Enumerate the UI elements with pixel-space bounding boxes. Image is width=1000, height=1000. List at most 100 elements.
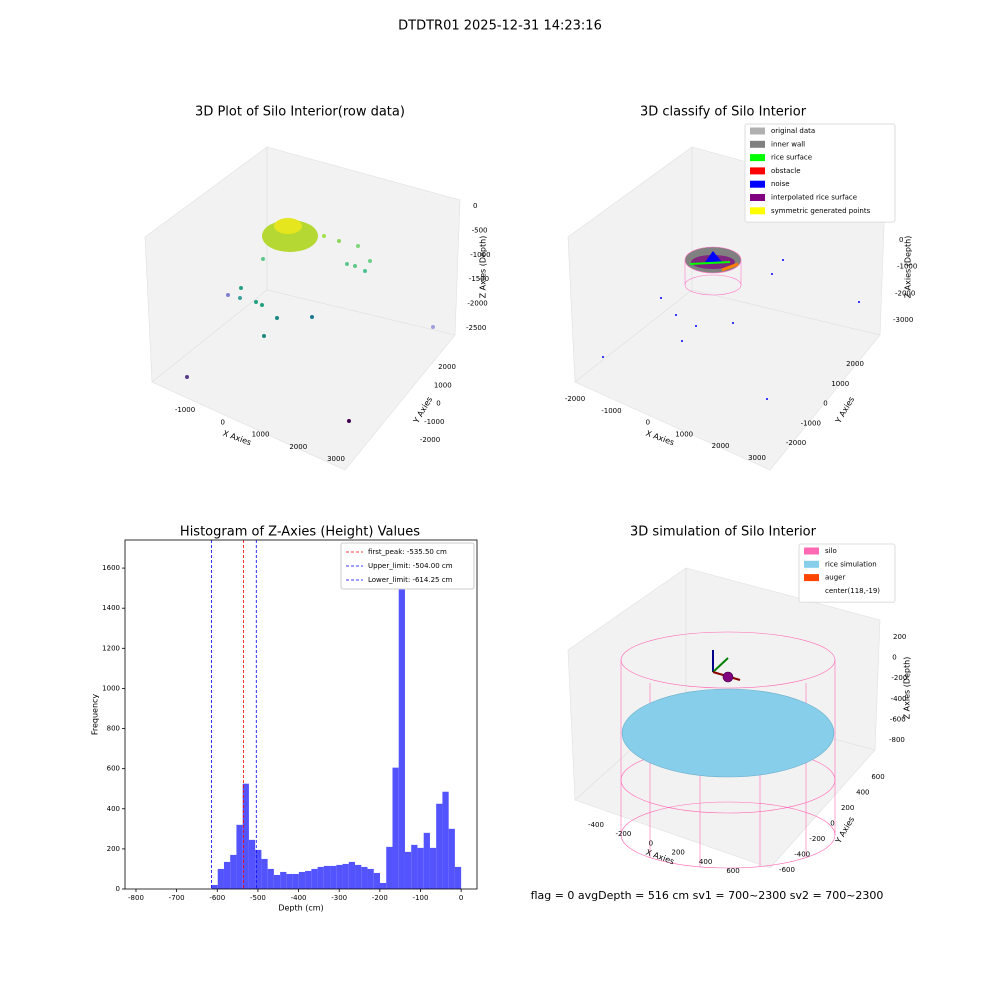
bar <box>261 858 268 889</box>
z-tick-label: -200 <box>891 674 907 682</box>
y-tick-label: 1000 <box>831 380 849 388</box>
x-axis-label: X Axies <box>222 429 253 448</box>
y-tick-label: 800 <box>107 725 120 733</box>
bar <box>286 873 293 889</box>
bar <box>398 560 405 889</box>
x-tick-label: 3000 <box>327 455 345 463</box>
chart-title: 3D simulation of Silo Interior <box>630 525 817 540</box>
z-tick-label: 0 <box>473 202 477 210</box>
bar <box>323 865 331 889</box>
y-tick-label: 200 <box>107 845 120 853</box>
z-tick-label: 200 <box>893 633 906 641</box>
bar <box>423 832 430 889</box>
x-tick-label: -800 <box>128 894 144 902</box>
legend-box <box>798 543 896 603</box>
y-tick-label: -1000 <box>801 419 821 427</box>
bar <box>330 865 337 889</box>
z-tick-label: -500 <box>472 226 488 234</box>
bar <box>417 847 424 889</box>
x-tick-label: 2000 <box>289 443 307 451</box>
bar <box>404 851 412 889</box>
chart-title: 3D classify of Silo Interior <box>640 105 807 120</box>
y-tick-label: 0 <box>830 820 834 828</box>
x-tick-label: 1000 <box>675 430 693 438</box>
bar <box>255 849 262 889</box>
legend-label: silo <box>825 547 837 555</box>
bar <box>448 828 455 889</box>
x-tick-label: -200 <box>372 894 388 902</box>
bar <box>436 803 443 889</box>
x-tick-label: 0 <box>221 418 225 426</box>
legend-label: inner wall <box>771 140 805 148</box>
bar <box>292 873 299 889</box>
x-tick-label: -1000 <box>601 407 621 415</box>
bar <box>386 846 393 889</box>
bar <box>429 847 437 889</box>
y-axis-label: Y Axies <box>833 815 856 845</box>
legend-swatch <box>750 180 765 188</box>
legend-label: interpolated rice surface <box>771 194 857 202</box>
x-tick-label: -400 <box>588 821 604 829</box>
legend-label: rice simulation <box>825 560 877 568</box>
classified-cloud <box>602 246 860 400</box>
bar <box>348 861 356 889</box>
bar <box>248 839 256 889</box>
y-tick-label: 1000 <box>434 381 452 389</box>
y-tick-label: 600 <box>107 765 120 773</box>
y-tick-label: -600 <box>779 866 795 874</box>
bar <box>355 864 362 889</box>
legend-swatch <box>804 574 819 582</box>
z-tick-label: -3000 <box>893 316 913 324</box>
legend-label: first_peak: -535.50 cm <box>368 548 447 556</box>
x-tick-label: -400 <box>291 894 307 902</box>
z-tick-label: -1000 <box>897 263 917 271</box>
x-tick-label: -600 <box>209 894 225 902</box>
x-tick-label: -1000 <box>175 406 195 414</box>
z-tick-label: -1000 <box>470 251 490 259</box>
x-tick-label: -100 <box>413 894 429 902</box>
silo-simulation <box>620 631 836 869</box>
x-tick-label: -700 <box>169 894 185 902</box>
x-tick-label: 400 <box>699 858 712 866</box>
bar <box>242 783 249 889</box>
x-tick-label: 600 <box>726 867 739 875</box>
y-tick-label: 400 <box>107 805 120 813</box>
bar <box>230 854 237 889</box>
legend-swatch <box>750 154 765 162</box>
legend-swatch <box>804 547 819 555</box>
chart-title: 3D Plot of Silo Interior(row data) <box>195 105 405 120</box>
z-tick-label: -2500 <box>466 324 486 332</box>
legend-label: rice surface <box>771 154 812 162</box>
x-tick-label: -300 <box>331 894 347 902</box>
z-tick-label: -400 <box>891 695 907 703</box>
bar <box>217 868 224 889</box>
y-axis-label: Frequency <box>91 694 100 736</box>
z-axis-label: Z Axies (Depth) <box>904 236 913 299</box>
legend-label: noise <box>771 180 790 188</box>
legend-swatch <box>750 140 765 148</box>
plot-frame <box>124 539 478 890</box>
legend-label: Lower_limit: -614.25 cm <box>368 576 453 584</box>
z-tick-label: -800 <box>889 736 905 744</box>
x-tick-label: 1000 <box>252 431 270 439</box>
x-tick-label: -500 <box>250 894 266 902</box>
legend-label: symmetric generated points <box>771 207 871 215</box>
bar <box>223 861 231 889</box>
bar <box>305 870 312 889</box>
y-tick-label: -2000 <box>420 436 440 444</box>
legend-swatch <box>750 194 765 201</box>
x-axis-label: X Axies <box>645 429 676 448</box>
chart-title: Histogram of Z-Axies (Height) Values <box>180 525 420 540</box>
z-tick-label: -600 <box>890 715 906 723</box>
figure-title: DTDTR01 2025-12-31 14:23:16 <box>398 19 602 34</box>
bar <box>267 868 274 889</box>
legend-swatch <box>750 207 765 215</box>
y-tick-label: -400 <box>794 851 810 859</box>
legend-box <box>340 542 475 590</box>
x-tick-label: 0 <box>459 894 463 902</box>
bar <box>211 884 218 889</box>
z-tick-label: -1500 <box>469 275 489 283</box>
bar <box>311 868 318 889</box>
legend-label: original data <box>771 127 815 135</box>
